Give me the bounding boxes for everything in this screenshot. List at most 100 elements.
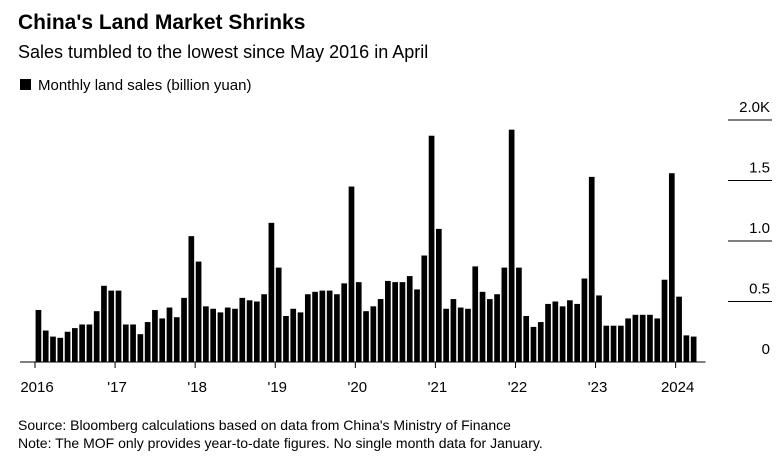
bar	[508, 129, 515, 362]
bar	[210, 308, 216, 362]
y-tick-label: 1.0	[749, 220, 770, 237]
bar	[406, 276, 413, 362]
bar	[632, 314, 639, 362]
bar	[239, 297, 246, 362]
bar	[647, 314, 653, 362]
bar	[115, 290, 122, 362]
x-tick-label: '20	[348, 379, 368, 396]
x-tick-label: 2024	[661, 379, 694, 396]
bar	[93, 311, 100, 362]
bar	[224, 307, 231, 362]
bar	[334, 294, 340, 362]
source: Source: Bloomberg calculations based on …	[18, 417, 511, 433]
bar	[122, 324, 129, 362]
bar	[370, 306, 377, 362]
chart-title: China's Land Market Shrinks	[18, 11, 305, 34]
bar	[690, 336, 697, 362]
bar	[581, 278, 588, 362]
y-tick-label: 1.5	[749, 160, 770, 177]
bar	[639, 314, 646, 362]
bar	[450, 299, 457, 362]
bar	[159, 318, 166, 362]
y-tick-label: 2.0K	[739, 99, 770, 116]
bar	[501, 267, 508, 362]
bar	[326, 290, 333, 362]
bar	[64, 331, 71, 362]
bar	[355, 282, 362, 362]
bar	[494, 294, 500, 362]
bar	[304, 294, 311, 362]
x-tick-label: '23	[588, 379, 608, 396]
bar	[144, 322, 151, 362]
legend-label: Monthly land sales (billion yuan)	[38, 77, 251, 94]
x-tick-label: '22	[508, 379, 528, 396]
bar	[195, 261, 202, 362]
bar	[246, 300, 253, 362]
bar	[86, 324, 93, 362]
bar	[428, 135, 435, 362]
bar	[101, 285, 107, 362]
bar	[130, 324, 136, 362]
legend-swatch	[20, 79, 31, 90]
bar	[312, 291, 318, 362]
bar	[574, 303, 580, 362]
bar	[42, 330, 49, 362]
bar	[552, 301, 559, 362]
bar	[319, 290, 326, 362]
bar	[457, 307, 464, 362]
bar	[530, 326, 537, 362]
bar	[188, 236, 195, 362]
bar	[472, 266, 479, 362]
bar	[683, 335, 690, 362]
y-tick-label: 0.5	[749, 281, 770, 298]
bar	[348, 186, 355, 362]
bar	[217, 312, 224, 362]
x-tick-label: '19	[267, 379, 287, 396]
bar	[596, 295, 602, 362]
bar	[385, 280, 391, 362]
bar	[661, 279, 668, 362]
bar	[618, 325, 624, 362]
bar	[72, 328, 78, 362]
bar	[676, 296, 682, 362]
bar	[392, 282, 398, 362]
bar	[50, 336, 56, 362]
bar	[421, 255, 428, 362]
bar	[137, 334, 144, 362]
bar	[79, 324, 85, 362]
bar	[275, 267, 282, 362]
bar	[268, 222, 275, 362]
bar	[232, 308, 238, 362]
x-tick-label: '18	[187, 379, 207, 396]
bar	[108, 290, 115, 362]
bar	[625, 318, 631, 362]
bar	[436, 228, 442, 362]
bar	[465, 308, 471, 362]
chart-subtitle: Sales tumbled to the lowest since May 20…	[18, 42, 428, 62]
bar	[203, 306, 209, 362]
bar	[341, 283, 348, 362]
bar	[377, 299, 384, 362]
bar	[166, 307, 173, 362]
x-tick-label: 2016	[20, 379, 53, 396]
bar	[261, 294, 267, 362]
bar	[57, 337, 64, 362]
bar	[559, 306, 566, 362]
bar	[173, 317, 180, 362]
bar	[545, 303, 551, 362]
bar	[654, 318, 661, 362]
bar	[254, 301, 260, 362]
bar	[567, 300, 573, 362]
bar	[668, 173, 675, 362]
bar	[603, 325, 610, 362]
bar	[523, 316, 530, 362]
bar	[181, 297, 187, 362]
bar	[290, 308, 297, 362]
x-tick-label: '21	[428, 379, 448, 396]
bar	[414, 289, 420, 362]
bar	[610, 325, 617, 362]
bar	[152, 309, 158, 362]
bar	[283, 316, 289, 362]
bar	[486, 299, 493, 362]
